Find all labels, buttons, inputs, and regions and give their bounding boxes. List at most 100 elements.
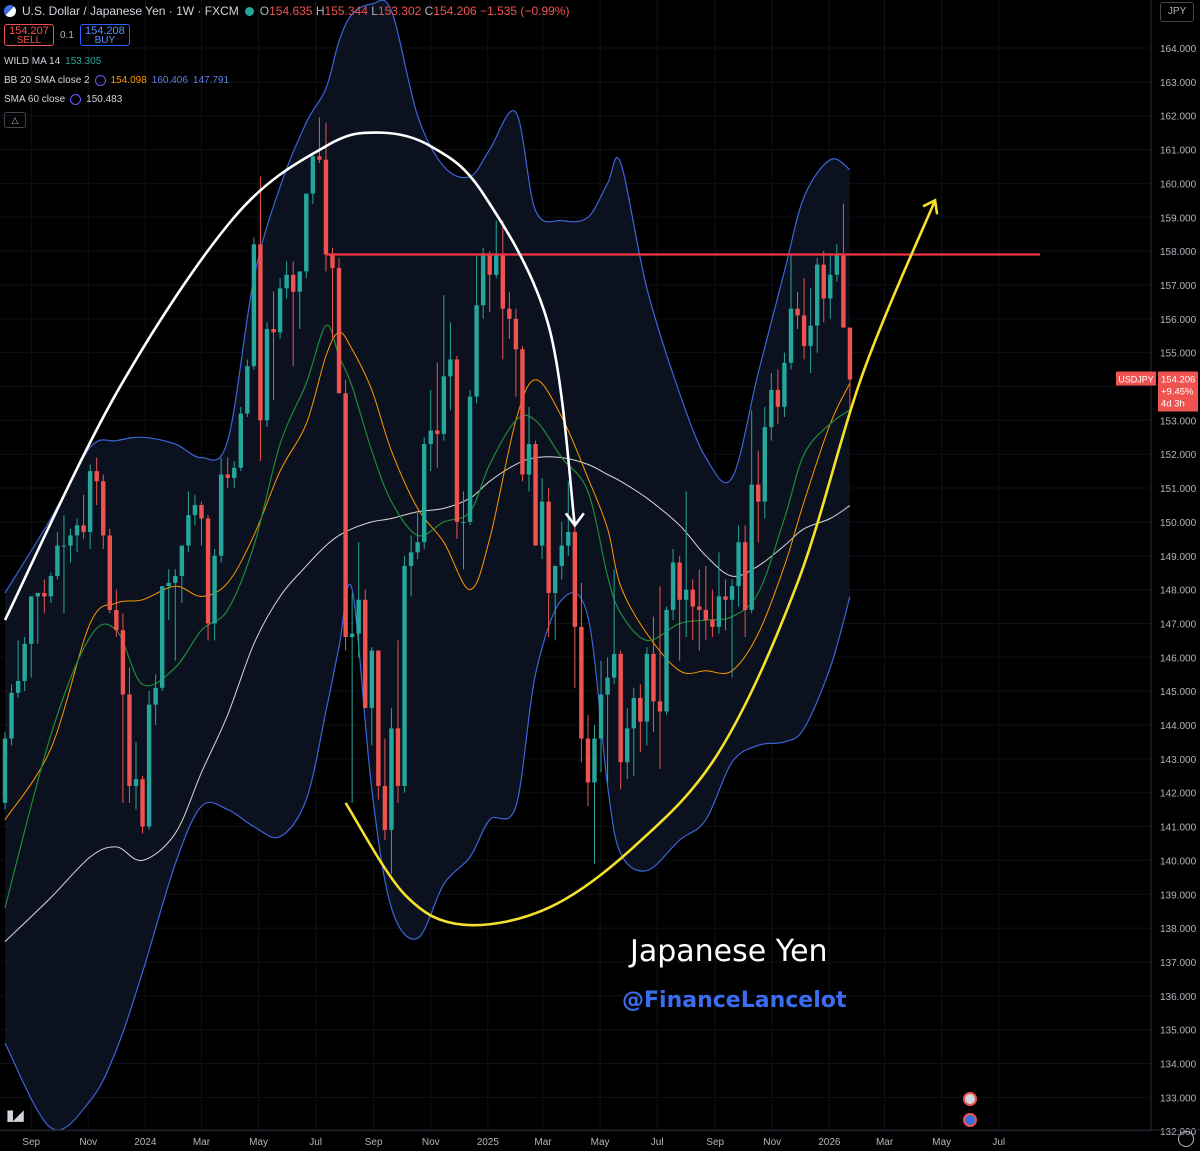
price-tick-label: 148.000 [1160, 586, 1197, 597]
candle-body [487, 254, 492, 275]
candle-body [258, 244, 263, 421]
candle-body [467, 396, 473, 522]
candle-body [448, 359, 453, 377]
cup-curve [344, 199, 937, 927]
candle-body [310, 156, 316, 194]
sell-button[interactable]: 154.207 SELL [4, 24, 54, 46]
price-tick-label: 147.000 [1160, 619, 1197, 630]
candle-body [114, 609, 119, 631]
candle-body [690, 589, 695, 607]
price-tick-label: 158.000 [1160, 247, 1197, 258]
ohlc-values: O154.635 H155.344 L153.302 C154.206 −1.5… [259, 4, 570, 18]
candle-body [120, 630, 126, 695]
candle-body [28, 596, 34, 644]
time-tick-label: Mar [534, 1137, 552, 1148]
time-axis[interactable]: Sep Nov 2024 Mar May Jul Sep Nov 2025 Mar May Jul Se… [0, 1129, 1200, 1148]
indicator-sma-60[interactable]: SMA 60 close 150.483 [4, 94, 123, 105]
candle-body [579, 626, 584, 739]
chart-settings-icon[interactable] [1178, 1131, 1194, 1147]
candle-body [611, 653, 617, 678]
bb-lower-line [4, 583, 851, 1131]
candle-body [605, 677, 610, 695]
candle-body [618, 653, 623, 763]
time-tick-label: Mar [193, 1137, 211, 1148]
price-tick-label: 164.000 [1160, 44, 1197, 55]
candle-body [821, 264, 826, 299]
candle-body [716, 596, 722, 627]
time-tick-label: Sep [22, 1137, 40, 1148]
price-axis[interactable]: 132.000 133.000 134.000 135.000 136.000 137.0… [1150, 0, 1197, 1138]
price-tick-label: 151.000 [1160, 484, 1197, 495]
candle-body [101, 481, 106, 536]
candle-body [277, 288, 283, 333]
candle-body [304, 193, 309, 272]
candle-body [323, 159, 329, 255]
price-tick-label: 132.000 [1160, 1127, 1197, 1138]
candle-body [559, 545, 564, 566]
price-tick-label: 160.000 [1160, 179, 1197, 190]
time-tick-label: May [932, 1137, 951, 1148]
price-tag-symbol-bg [1116, 371, 1156, 386]
candle-body [644, 653, 650, 722]
candle-body [232, 467, 237, 478]
time-tick-label: May [249, 1137, 268, 1148]
candle-body [284, 274, 289, 289]
indicator-settings-icon[interactable] [70, 94, 82, 105]
price-tick-label: 133.000 [1160, 1093, 1197, 1104]
candle-body [585, 738, 591, 783]
candle-body [651, 653, 656, 702]
candle-body [795, 308, 800, 316]
indicator-bollinger-bands[interactable]: BB 20 SMA close 2 154.098 160.406 147.79… [4, 75, 230, 86]
candle-body [670, 562, 676, 610]
candle-body [87, 471, 93, 533]
currency-button[interactable]: JPY [1160, 2, 1194, 22]
indicator-settings-icon[interactable] [94, 75, 106, 86]
price-tick-label: 157.000 [1160, 281, 1197, 292]
candle-body [703, 609, 709, 621]
collapse-indicators-button[interactable]: △ [4, 112, 26, 128]
price-tick-label: 162.000 [1160, 112, 1197, 123]
price-tick-label: 145.000 [1160, 687, 1197, 698]
candle-body [173, 576, 178, 583]
candle-body [494, 254, 499, 275]
candle-body [290, 274, 296, 292]
candle-body [74, 525, 80, 536]
price-tag-price: 154.206 [1161, 375, 1195, 386]
buy-button[interactable]: 154.208 BUY [79, 24, 130, 46]
chart-header: U.S. Dollar / Japanese Yen · 1W · FXCM O… [4, 4, 569, 18]
us-event-flag-icon[interactable] [963, 1113, 977, 1127]
time-tick-label: Nov [422, 1137, 440, 1148]
candle-body [841, 254, 846, 328]
usd-jpy-flag-icon [4, 5, 16, 17]
time-tick-label: May [591, 1137, 610, 1148]
candle-body [107, 535, 112, 610]
event-marker-icon[interactable] [963, 1092, 977, 1106]
annotation-handle: @FinanceLancelot [622, 988, 847, 1013]
candle-body [140, 779, 145, 827]
price-tag-countdown: 4d 3h [1161, 399, 1185, 410]
time-tick-label: 2024 [134, 1137, 157, 1148]
price-tick-label: 150.000 [1160, 518, 1197, 529]
price-tick-label: 134.000 [1160, 1060, 1197, 1071]
trade-panel: 154.207 SELL 0.1 154.208 BUY [4, 24, 130, 46]
candle-body [245, 366, 250, 414]
candle-body [474, 305, 479, 397]
candle-body [336, 268, 342, 394]
time-tick-label: Mar [876, 1137, 894, 1148]
candle-body [572, 532, 578, 627]
candle-body [68, 535, 73, 546]
candle-body [742, 542, 748, 610]
wild-ma-line [4, 324, 851, 908]
indicator-wild-ma[interactable]: WILD MA 14 153.305 [4, 56, 102, 67]
symbol-title[interactable]: U.S. Dollar / Japanese Yen · 1W · FXCM [22, 4, 239, 18]
candle-body [42, 592, 47, 597]
candle-body [395, 728, 401, 786]
candle-body [638, 697, 643, 722]
candle-body [317, 156, 322, 160]
candle-body [664, 609, 669, 712]
candle-body [199, 504, 204, 519]
price-tag-bg [1158, 371, 1198, 412]
candle-body [756, 484, 761, 502]
time-tick-label: Jul [651, 1137, 664, 1148]
